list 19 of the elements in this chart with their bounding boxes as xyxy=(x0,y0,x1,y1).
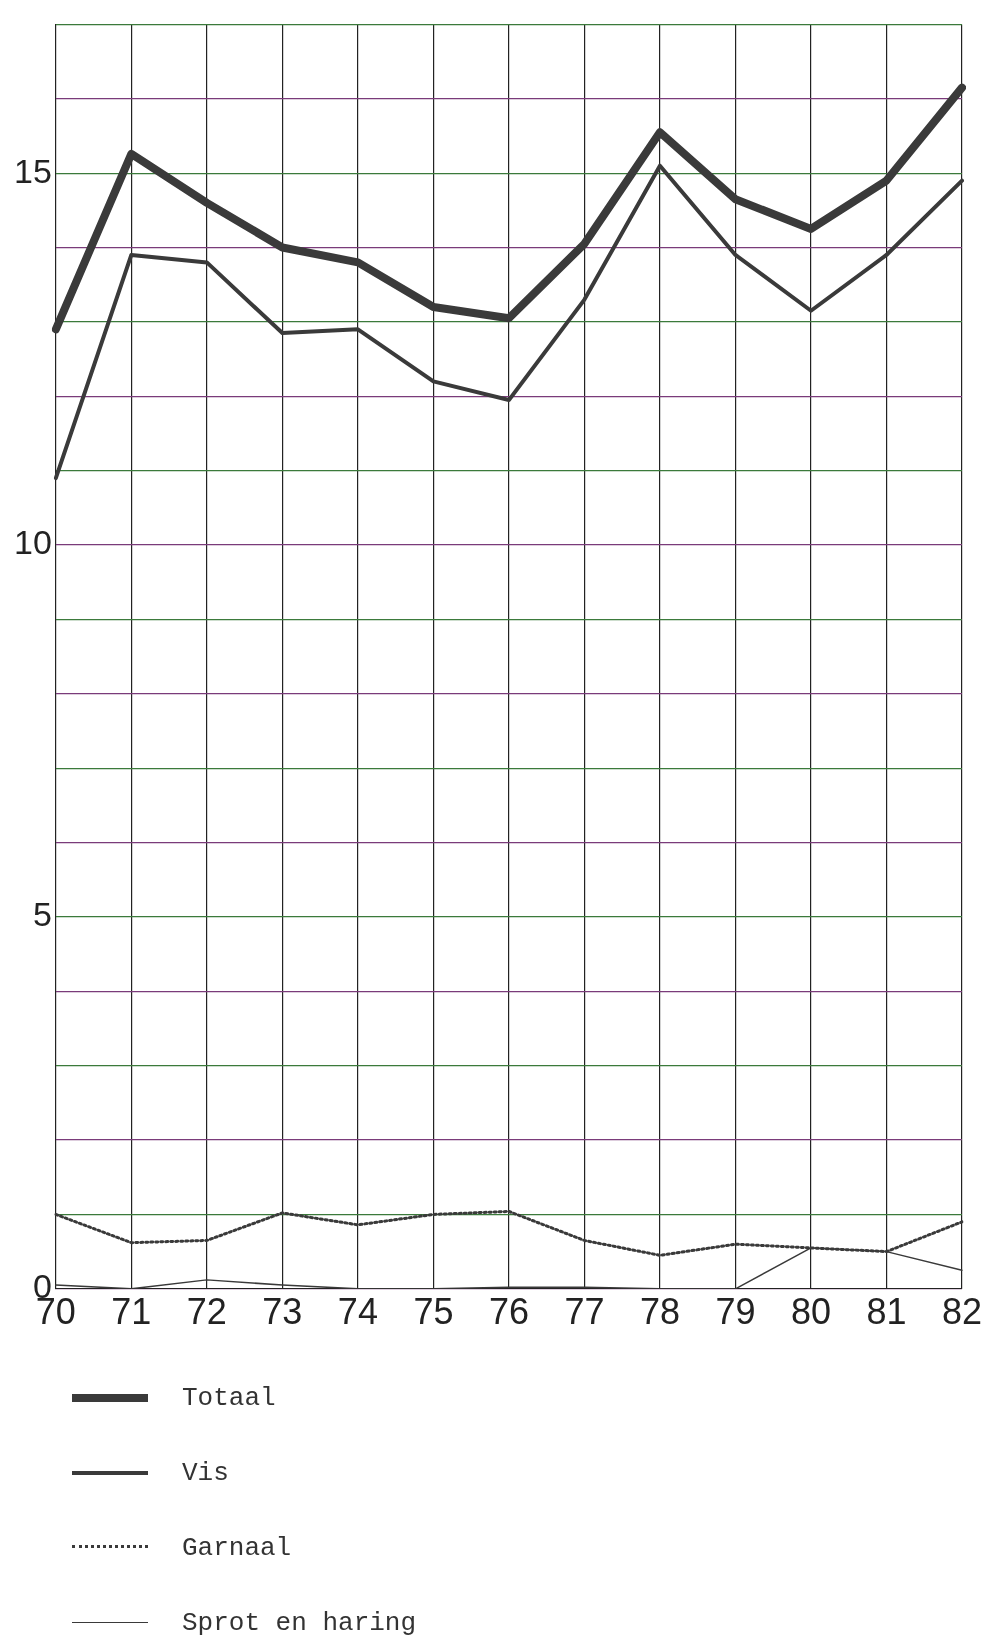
y-tick-label: 5 xyxy=(32,895,52,934)
x-tick-label: 81 xyxy=(866,1291,907,1333)
legend-label: Vis xyxy=(182,1457,229,1488)
x-tick-label: 78 xyxy=(639,1291,680,1333)
x-tick-label: 76 xyxy=(488,1291,529,1333)
x-tick-label: 82 xyxy=(941,1291,983,1333)
y-tick-label: 10 xyxy=(13,523,52,562)
x-tick-label: 75 xyxy=(413,1291,454,1333)
legend-label: Totaal xyxy=(182,1382,276,1413)
legend-label: Sprot en haring xyxy=(182,1607,417,1638)
x-tick-label: 80 xyxy=(790,1291,831,1333)
x-tick-label: 73 xyxy=(262,1291,303,1333)
x-tick-label: 79 xyxy=(715,1291,756,1333)
y-tick-label: 15 xyxy=(13,151,52,190)
x-tick-label: 74 xyxy=(337,1291,378,1333)
legend-label: Garnaal xyxy=(182,1532,292,1563)
x-tick-label: 72 xyxy=(186,1291,227,1333)
x-tick-label: 71 xyxy=(111,1291,152,1333)
x-tick-label: 77 xyxy=(564,1291,605,1333)
